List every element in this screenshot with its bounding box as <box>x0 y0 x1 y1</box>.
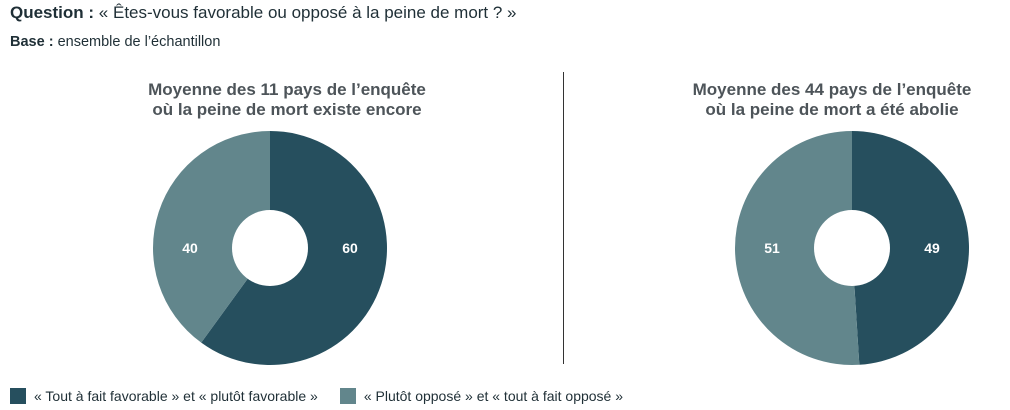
chart-title-right: Moyenne des 44 pays de l’enquête où la p… <box>622 80 1010 120</box>
legend-label-oppose: « Plutôt opposé » et « tout à fait oppos… <box>363 388 624 404</box>
base-text: ensemble de l’échantillon <box>57 34 221 50</box>
question-line: Question : « Êtes-vous favorable ou oppo… <box>10 2 517 24</box>
slice-oppose <box>153 131 270 343</box>
slice-label-oppose: 51 <box>764 240 780 256</box>
donut-hole <box>232 210 308 286</box>
legend-swatch-favorable <box>10 388 26 404</box>
chart-title-left: Moyenne des 11 pays de l’enquête où la p… <box>77 80 497 120</box>
panel-divider <box>563 72 564 364</box>
slice-oppose <box>734 131 860 365</box>
chart-title-left-line1: Moyenne des 11 pays de l’enquête <box>148 80 426 99</box>
base-line: Base : ensemble de l’échantillon <box>10 32 220 52</box>
slice-label-oppose: 40 <box>182 240 198 256</box>
slice-favorable <box>852 131 969 365</box>
slice-label-favorable: 49 <box>924 240 940 256</box>
donut-chart-right: 49 51 <box>734 131 969 365</box>
legend-swatch-oppose <box>339 388 356 404</box>
question-text: « Êtes-vous favorable ou opposé à la pei… <box>98 3 517 22</box>
chart-title-right-line2: où la peine de mort a été abolie <box>705 100 959 119</box>
chart-title-left-line2: où la peine de mort existe encore <box>152 100 422 119</box>
legend-item-oppose: « Plutôt opposé » et « tout à fait oppos… <box>339 388 624 404</box>
base-label: Base : <box>10 34 54 50</box>
slice-label-favorable: 60 <box>342 240 358 256</box>
donut-chart-left: 60 40 <box>153 131 387 365</box>
legend-item-favorable: « Tout à fait favorable » et « plutôt fa… <box>10 388 318 404</box>
legend-label-favorable: « Tout à fait favorable » et « plutôt fa… <box>34 388 318 404</box>
legend: « Tout à fait favorable » et « plutôt fa… <box>10 385 645 407</box>
donut-hole <box>814 210 890 286</box>
chart-title-right-line1: Moyenne des 44 pays de l’enquête <box>692 80 972 99</box>
question-label: Question : <box>10 3 95 22</box>
